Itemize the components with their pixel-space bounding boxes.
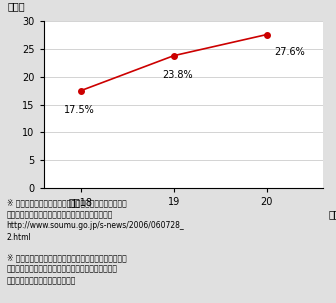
Text: 17.5%: 17.5%	[64, 105, 95, 115]
Text: 23.8%: 23.8%	[163, 69, 193, 80]
Text: （年度）: （年度）	[328, 210, 336, 220]
Text: ※ 対象手続は、電子自治体オンライン利用促進指針にお
いて、オンライン利用促進対象手続に選定した手続
http://www.soumu.go.jp/s-news: ※ 対象手続は、電子自治体オンライン利用促進指針にお いて、オンライン利用促進対…	[7, 198, 184, 242]
Text: ※ 年間総手続件数（推計）は、当該手続を既にオンライ
ン化している団体（オンライン実施団体）に係る年間
総手続件数をもとに推計した数値: ※ 年間総手続件数（推計）は、当該手続を既にオンライ ン化している団体（オンライ…	[7, 253, 126, 285]
Text: （％）: （％）	[7, 1, 25, 11]
Text: 27.6%: 27.6%	[274, 47, 305, 57]
